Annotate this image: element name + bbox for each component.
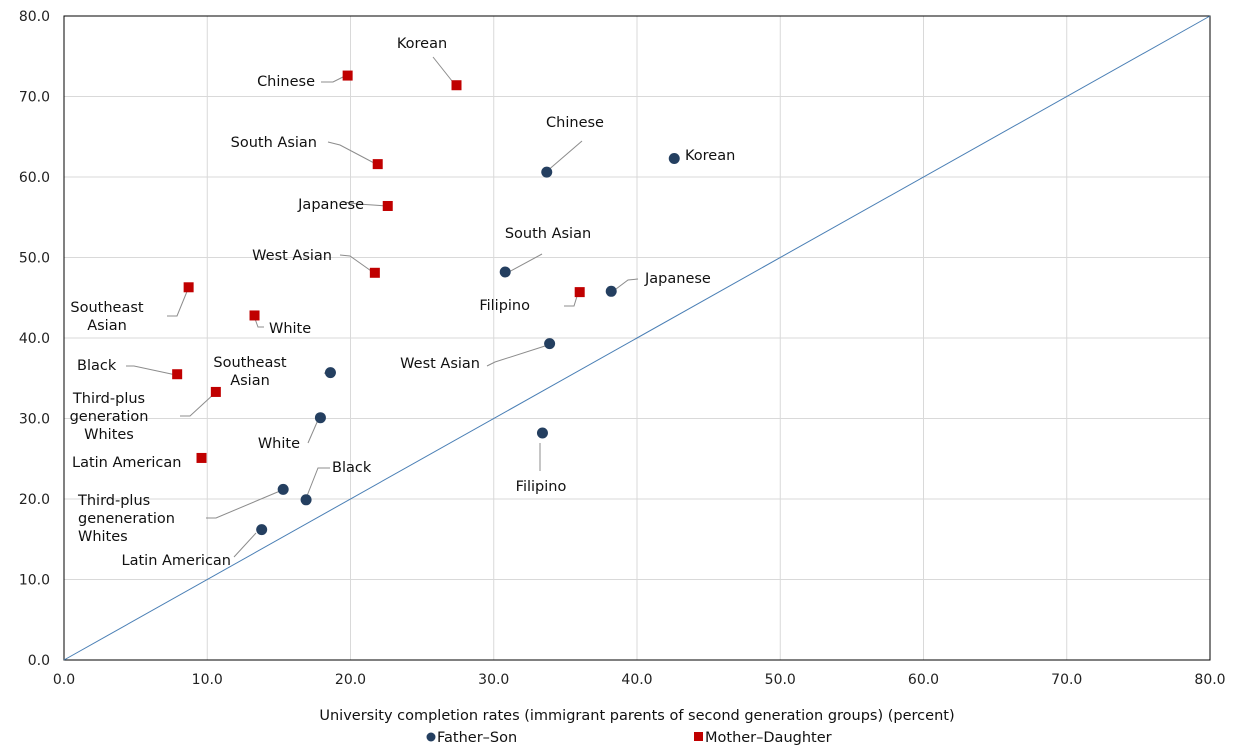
point-mother-daughter (196, 452, 207, 463)
y-tick-label: 10.0 (19, 573, 50, 589)
point-mother-daughter (451, 80, 462, 91)
leader-line (327, 141, 377, 165)
plot-frame (63, 15, 1211, 661)
point-label: Southeast Asian (213, 355, 287, 389)
point-father-son (605, 285, 617, 297)
point-label: Korean (397, 36, 447, 52)
point-label: Black (332, 460, 372, 476)
point-label: South Asian (505, 226, 591, 242)
point-father-son (300, 494, 312, 506)
point-label: White (269, 321, 311, 337)
point-label: Third-plus geneneration Whites (77, 493, 175, 545)
leader-line (611, 278, 639, 293)
point-label: Chinese (546, 115, 604, 131)
x-tick-label: 50.0 (765, 672, 796, 688)
y-tick-label: 0.0 (28, 653, 50, 669)
point-father-son (256, 524, 268, 536)
point-label: Latin American (122, 553, 231, 569)
leader-line (206, 490, 281, 519)
leader-line (339, 254, 375, 274)
leader-line (321, 75, 346, 83)
leader-line (304, 467, 330, 502)
point-mother-daughter (382, 200, 393, 211)
legend-label: Father–Son (437, 730, 517, 746)
y-tick-label: 50.0 (19, 251, 50, 267)
y-tick-label: 30.0 (19, 412, 50, 428)
label-leaders (126, 56, 639, 558)
point-mother-daughter (372, 159, 383, 170)
point-father-son (277, 483, 289, 495)
point-label: Korean (685, 148, 735, 164)
x-axis-title: University completion rates (immigrant p… (319, 708, 954, 724)
leader-line (506, 253, 543, 274)
point-label: Filipino (516, 479, 567, 495)
point-label: West Asian (252, 248, 332, 264)
point-mother-daughter (249, 310, 260, 321)
point-label: South Asian (231, 135, 317, 151)
axes: 0.0 10.0 20.0 30.0 40.0 50.0 60.0 70.0 80.0 0.0 10… (19, 9, 1226, 688)
point-mother-daughter (172, 369, 183, 380)
point-father-son (544, 338, 556, 350)
point-father-son (536, 427, 548, 439)
point-mother-daughter (369, 267, 380, 278)
point-label: Chinese (257, 74, 315, 90)
point-label: Black (77, 358, 117, 374)
leader-line (564, 292, 579, 307)
data-points (172, 70, 680, 536)
point-mother-daughter (210, 386, 221, 397)
legend: Father–Son Mother–Daughter (426, 730, 832, 746)
y-tick-label: 80.0 (19, 9, 50, 25)
equality-line (63, 15, 1211, 661)
y-tick-label: 70.0 (19, 90, 50, 106)
point-label: West Asian (400, 356, 480, 372)
x-tick-label: 60.0 (908, 672, 939, 688)
point-labels: Korean Chinese South Asian Japanese West Asi… (70, 36, 736, 569)
x-tick-label: 10.0 (192, 672, 223, 688)
x-tick-label: 30.0 (478, 672, 509, 688)
legend-label: Mother–Daughter (705, 730, 832, 746)
y-tick-label: 20.0 (19, 492, 50, 508)
point-father-son (541, 166, 553, 178)
point-father-son (499, 266, 511, 278)
point-mother-daughter (342, 70, 353, 81)
leader-line (167, 288, 189, 317)
leader-line (233, 532, 257, 558)
point-label: Japanese (297, 197, 364, 213)
point-father-son (314, 412, 326, 424)
leader-line (342, 201, 388, 207)
point-label: Filipino (479, 298, 530, 314)
point-label: Japanese (644, 271, 711, 287)
point-mother-daughter (183, 282, 194, 293)
legend-marker-mother-daughter (694, 732, 703, 741)
reference-line (63, 15, 1211, 661)
y-tick-label: 40.0 (19, 331, 50, 347)
leader-line (486, 345, 546, 367)
point-father-son (668, 152, 680, 164)
leader-line (307, 419, 319, 444)
point-label: Latin American (72, 455, 181, 471)
gridlines (64, 16, 1210, 660)
x-tick-label: 70.0 (1051, 672, 1082, 688)
leader-line (545, 140, 583, 173)
x-tick-label: 0.0 (53, 672, 75, 688)
point-label: Southeast Asian (70, 300, 144, 334)
x-tick-label: 80.0 (1194, 672, 1225, 688)
leader-line (180, 392, 216, 417)
x-tick-label: 20.0 (335, 672, 366, 688)
point-label: Third-plus generation Whites (70, 391, 149, 443)
y-tick-label: 60.0 (19, 170, 50, 186)
point-mother-daughter (574, 287, 585, 298)
x-tick-label: 40.0 (621, 672, 652, 688)
legend-marker-father-son (426, 732, 436, 742)
point-label: White (258, 436, 300, 452)
point-father-son (324, 367, 336, 379)
leader-line (126, 365, 177, 376)
